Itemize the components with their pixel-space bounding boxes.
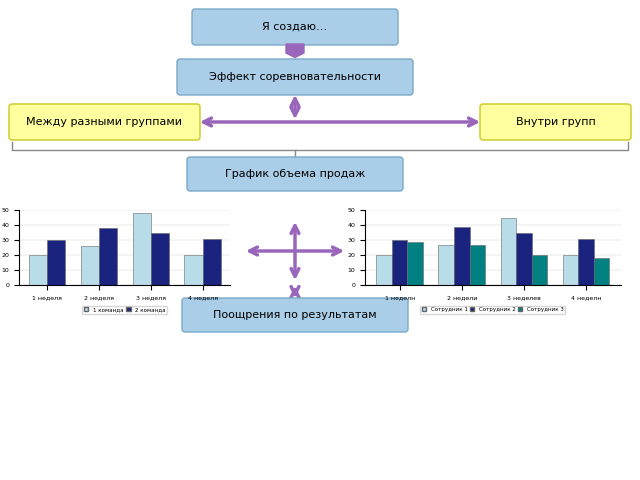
Bar (578, 239, 594, 285)
Bar (594, 258, 609, 285)
Text: Внутри групп: Внутри групп (516, 117, 595, 127)
FancyBboxPatch shape (9, 104, 200, 140)
Polygon shape (286, 44, 304, 58)
Bar (438, 245, 454, 285)
Bar (132, 213, 151, 285)
Text: График объема продаж: График объема продаж (225, 169, 365, 179)
Bar (184, 255, 203, 285)
Bar (203, 239, 221, 285)
Bar (99, 228, 117, 285)
Text: Поощрения по результатам: Поощрения по результатам (213, 310, 377, 320)
Bar (563, 255, 578, 285)
Bar (408, 242, 423, 285)
Legend: Сотрудник 1, Сотрудник 2, Сотрудник 3: Сотрудник 1, Сотрудник 2, Сотрудник 3 (420, 306, 565, 314)
Bar (470, 245, 485, 285)
Bar (29, 255, 47, 285)
Bar (151, 233, 169, 285)
Bar (47, 240, 65, 285)
Bar (376, 255, 392, 285)
FancyBboxPatch shape (480, 104, 631, 140)
Text: Между разными группами: Между разными группами (26, 117, 182, 127)
Legend: 1 команда, 2 команда: 1 команда, 2 команда (82, 306, 168, 314)
Bar (532, 255, 547, 285)
Bar (392, 240, 408, 285)
Bar (500, 218, 516, 285)
FancyBboxPatch shape (192, 9, 398, 45)
Text: Эффект соревновательности: Эффект соревновательности (209, 72, 381, 82)
Bar (81, 246, 99, 285)
FancyBboxPatch shape (177, 59, 413, 95)
Bar (516, 233, 532, 285)
FancyBboxPatch shape (187, 157, 403, 191)
Text: Я создаю…: Я создаю… (262, 22, 328, 32)
FancyBboxPatch shape (182, 298, 408, 332)
Bar (454, 227, 470, 285)
